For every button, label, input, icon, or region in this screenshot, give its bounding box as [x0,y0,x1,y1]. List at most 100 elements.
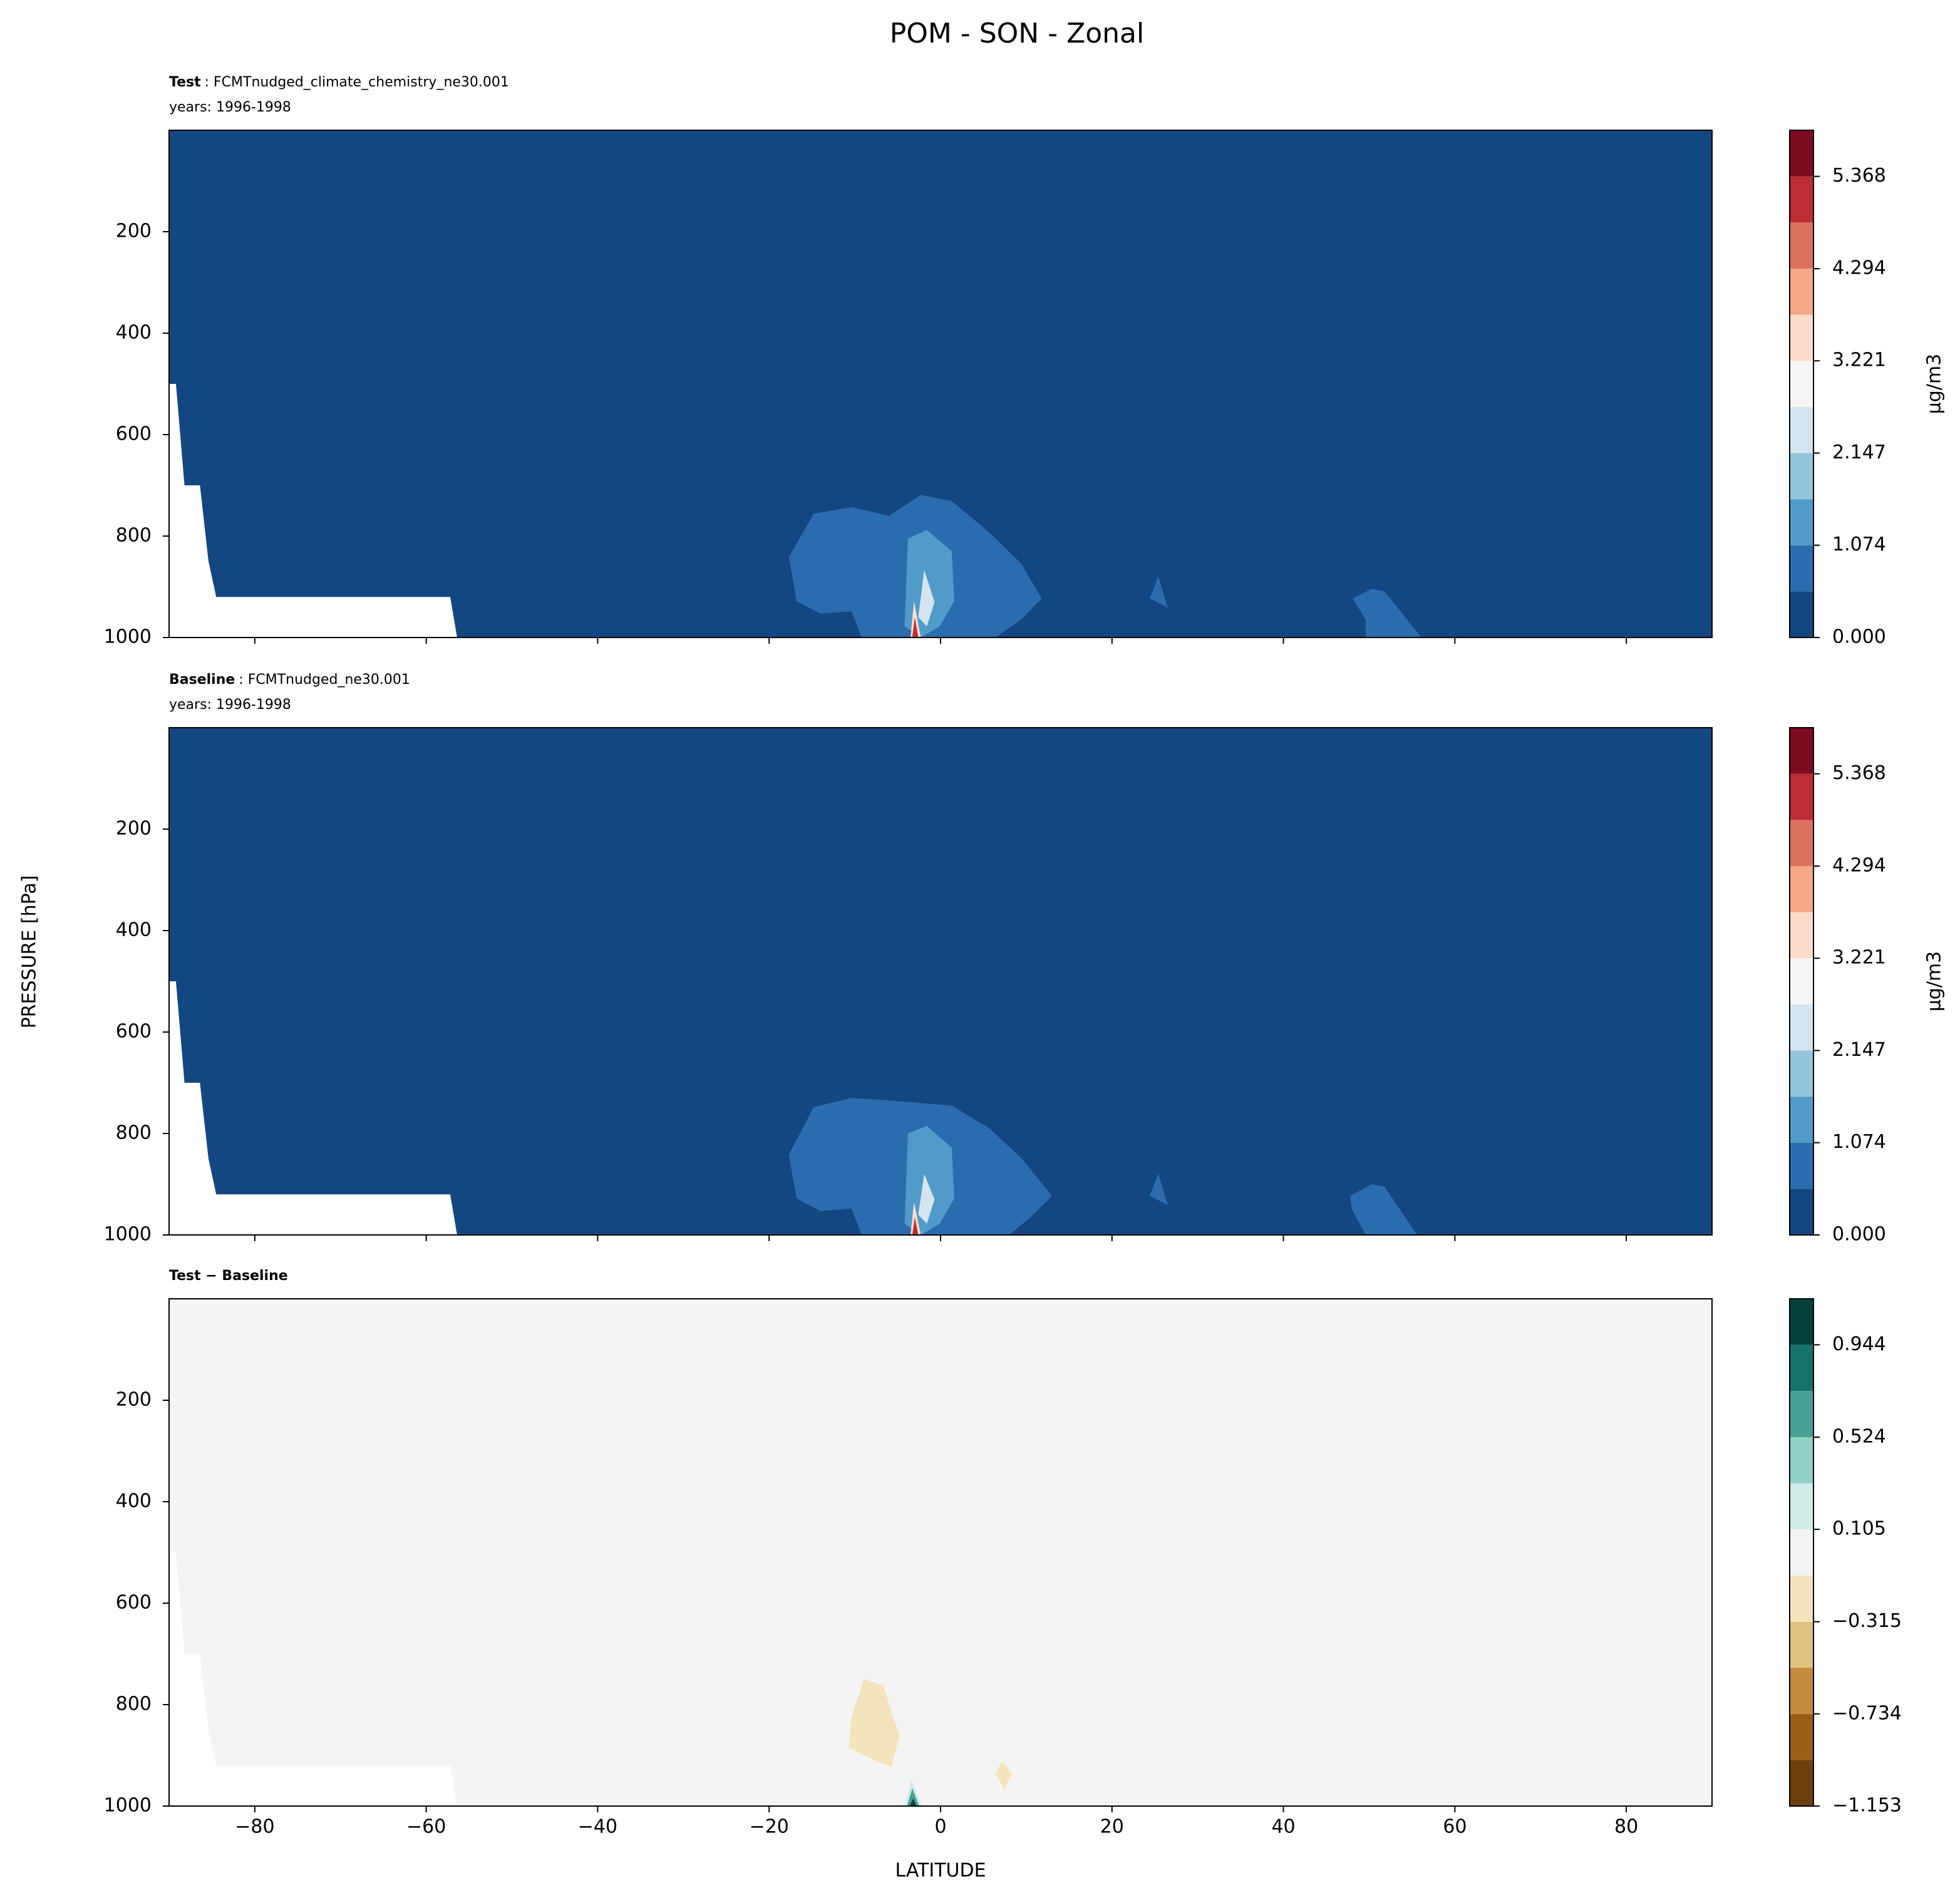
contour-region [904,530,954,638]
x-tick-label: 0 [934,1816,946,1838]
contour-region [918,570,935,627]
subtitle-case: : FCMTnudged_ne30.001 [239,672,410,688]
contour-region [910,1202,921,1235]
subtitle-years: years: 1996-1998 [169,697,291,713]
colorbar-tick-label: −0.734 [1832,1702,1902,1724]
colorbar-frame [1789,1298,1814,1807]
contour-region [995,1760,1012,1790]
colorbar-band [1790,1575,1813,1622]
colorbar-band [1790,1189,1813,1235]
contour-region [169,1299,1712,1806]
colorbar-tick-label: 0.105 [1832,1518,1886,1540]
contour-region [1353,589,1421,638]
contour-region [912,617,919,638]
y-tick-label: 1000 [104,626,152,648]
colorbar-band [1790,1050,1813,1097]
y-tick-label: 600 [116,423,152,445]
colorbar-tick-label: 1.074 [1832,534,1886,555]
x-tick-label: −20 [750,1816,789,1838]
colorbar-tick-label: 5.368 [1832,165,1886,187]
subtitle: Test − Baseline [169,1268,288,1284]
colorbar-tick-label: 5.368 [1832,762,1886,784]
contour-region [1350,1184,1418,1235]
colorbar-band [1790,865,1813,912]
colorbar-tick-label: 4.294 [1832,854,1886,876]
contour-region [1150,1173,1168,1206]
y-tick-label: 1000 [104,1795,152,1817]
x-tick-label: 20 [1100,1816,1124,1838]
colorbar-band [1790,1713,1813,1760]
colorbar-band [1790,728,1813,774]
colorbar-band [1790,1621,1813,1668]
contour-region [169,728,1712,1235]
colorbar-band [1790,453,1813,500]
colorbar-tick-label: 1.074 [1832,1131,1886,1153]
colorbar-band [1790,1391,1813,1437]
colorbar-tick-label: 3.221 [1832,947,1886,969]
y-tick-label: 200 [116,1389,152,1411]
subtitle-bold: Baseline [169,672,235,688]
y-tick-label: 400 [116,322,152,344]
contour-region [169,130,1712,638]
colorbar-band [1790,912,1813,959]
colorbar-band [1790,361,1813,407]
x-tick-label: −40 [578,1816,617,1838]
x-tick-label: −80 [235,1816,274,1838]
colorbar-band [1790,314,1813,361]
colorbar-band [1790,1437,1813,1484]
contour-region [907,1788,919,1806]
contour-region [909,1798,917,1806]
colorbar-band [1790,130,1813,177]
subtitle-bold: Test − Baseline [169,1268,288,1284]
contour-region [1150,576,1168,608]
y-tick-label: 200 [116,818,152,840]
missing-region [169,981,457,1235]
colorbar-band [1790,1142,1813,1189]
y-tick-label: 600 [116,1021,152,1043]
colorbar-band [1790,545,1813,592]
colorbar-tick-label: 0.000 [1832,1224,1886,1246]
plot-area [169,728,1712,1235]
y-tick-label: 400 [116,1490,152,1512]
contour-region [912,1217,919,1235]
y-tick-label: 800 [116,1693,152,1715]
colorbar-band [1790,1483,1813,1530]
contour-region [904,1125,954,1235]
colorbar-band [1790,958,1813,1004]
y-tick-label: 800 [116,525,152,547]
colorbar-band [1790,268,1813,315]
subtitle: Test: FCMTnudged_climate_chemistry_ne30.… [169,75,509,90]
y-tick-label: 1000 [104,1224,152,1246]
colorbar-band [1790,222,1813,269]
colorbar-label: μg/m3 [1924,354,1946,415]
colorbar-band [1790,1097,1813,1143]
contour-region [918,1174,935,1224]
x-tick-label: −60 [406,1816,446,1838]
subtitle-years: years: 1996-1998 [169,100,291,115]
y-tick-label: 400 [116,919,152,941]
subtitle-bold: Test [169,75,201,90]
colorbar-tick-label: 2.147 [1832,1039,1886,1061]
colorbar-band [1790,1345,1813,1391]
x-tick-label: 80 [1614,1816,1638,1838]
colorbar-band [1790,1004,1813,1051]
colorbar-tick-label: 0.000 [1832,626,1886,648]
colorbar-band [1790,1760,1813,1806]
colorbar-band [1790,1529,1813,1576]
colorbar-band [1790,591,1813,638]
figure-title: POM - SON - Zonal [890,18,1144,49]
colorbar-tick-label: 0.524 [1832,1425,1886,1447]
x-axis-label: LATITUDE [895,1860,986,1882]
plot-area [169,1299,1712,1806]
colorbar-band [1790,176,1813,223]
colorbar-tick-label: −0.315 [1832,1610,1902,1632]
colorbar-band [1790,1299,1813,1345]
colorbar-tick-label: 2.147 [1832,441,1886,463]
colorbar-band [1790,499,1813,545]
colorbar-tick-label: −1.153 [1832,1795,1902,1817]
colorbar-label: μg/m3 [1924,951,1946,1012]
colorbar-tick-label: 3.221 [1832,349,1886,371]
colorbar-tick-label: 4.294 [1832,257,1886,279]
